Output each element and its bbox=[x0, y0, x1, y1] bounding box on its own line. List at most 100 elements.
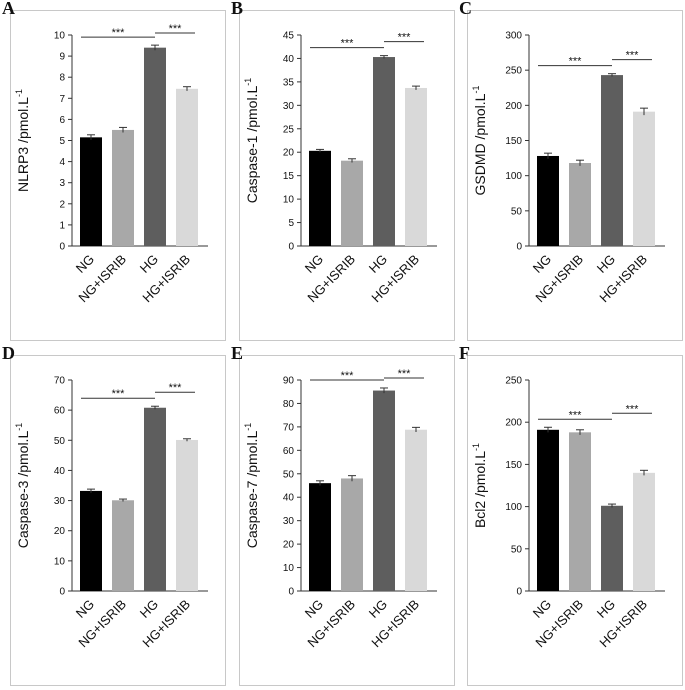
bar-hg-plus-isrib bbox=[405, 87, 427, 247]
y-tick-label: 10 bbox=[54, 31, 66, 42]
bar-ng-plus-isrib bbox=[341, 478, 363, 591]
bar-ng bbox=[537, 429, 559, 591]
y-tick-label: 35 bbox=[283, 77, 295, 88]
significance-label: *** bbox=[626, 50, 640, 62]
bar-ng-plus-isrib bbox=[112, 129, 134, 246]
significance-label: *** bbox=[569, 409, 583, 421]
y-tick-label: 30 bbox=[283, 101, 295, 112]
x-tick-label: HG bbox=[594, 252, 618, 276]
y-tick-label: 200 bbox=[505, 418, 522, 429]
y-tick-label: 70 bbox=[54, 376, 66, 387]
y-axis-label-superscript: -1 bbox=[471, 443, 481, 451]
y-axis-label-text: Caspase-7 /pmol.L bbox=[244, 431, 260, 549]
y-tick-label: 0 bbox=[516, 587, 522, 598]
y-tick-label: 5 bbox=[288, 218, 294, 229]
plot-area: 0 10 20 30 40 50 60 70 80 90 Caspase-7 /pmol.L-1 NG… bbox=[243, 368, 437, 650]
y-tick-label: 40 bbox=[283, 54, 295, 65]
bar-ng bbox=[537, 155, 559, 246]
y-axis-label-superscript: -1 bbox=[471, 86, 481, 94]
y-tick-label: 70 bbox=[283, 422, 295, 433]
y-tick-label: 50 bbox=[511, 206, 523, 217]
y-axis-label-text: Caspase-3 /pmol.L bbox=[15, 431, 31, 549]
y-tick-label: 200 bbox=[505, 101, 522, 112]
y-axis-label-text: Bcl2 /pmol.L bbox=[472, 451, 488, 528]
x-tick-label: NG bbox=[302, 597, 326, 621]
panel-letter: E bbox=[231, 343, 244, 363]
bar-ng bbox=[80, 490, 102, 591]
y-tick-label: 0 bbox=[288, 242, 294, 253]
y-axis-label: GSDMD /pmol.L-1 bbox=[471, 86, 488, 196]
y-tick-label: 10 bbox=[283, 563, 295, 574]
bar-hg-plus-isrib bbox=[176, 439, 198, 591]
bar-hg bbox=[144, 407, 166, 591]
y-tick-label: 90 bbox=[283, 376, 295, 387]
y-tick-label: 20 bbox=[283, 148, 295, 159]
y-axis-label: Caspase-3 /pmol.L-1 bbox=[14, 423, 31, 549]
x-tick-label: NG bbox=[302, 252, 326, 276]
y-tick-label: 0 bbox=[516, 242, 522, 253]
x-tick-label: NG bbox=[530, 252, 554, 276]
y-tick-label: 80 bbox=[283, 399, 295, 410]
bar-hg bbox=[373, 390, 395, 591]
panel-frame bbox=[239, 355, 455, 686]
y-tick-label: 50 bbox=[54, 436, 66, 447]
y-tick-label: 30 bbox=[283, 516, 295, 527]
y-tick-label: 100 bbox=[505, 171, 522, 182]
y-tick-label: 3 bbox=[59, 178, 65, 189]
y-tick-label: 10 bbox=[283, 195, 295, 206]
bar-hg bbox=[601, 75, 623, 246]
y-tick-label: 15 bbox=[283, 171, 295, 182]
bar-ng bbox=[309, 150, 331, 246]
significance-label: *** bbox=[169, 23, 183, 35]
y-axis-label-superscript: -1 bbox=[243, 78, 253, 86]
y-tick-label: 0 bbox=[59, 587, 65, 598]
y-tick-label: 60 bbox=[283, 446, 295, 457]
bar-ng-plus-isrib bbox=[569, 163, 591, 246]
y-tick-label: 50 bbox=[511, 544, 523, 555]
y-tick-label: 2 bbox=[59, 199, 65, 210]
y-tick-label: 250 bbox=[505, 66, 522, 77]
bar-ng-plus-isrib bbox=[341, 160, 363, 246]
x-tick-label: HG bbox=[366, 597, 390, 621]
x-tick-label: HG bbox=[137, 252, 161, 276]
panel-frame bbox=[10, 10, 226, 341]
significance-label: *** bbox=[398, 32, 412, 44]
y-tick-label: 1 bbox=[59, 220, 65, 231]
y-axis-label-superscript: -1 bbox=[14, 423, 24, 431]
bar-hg-plus-isrib bbox=[176, 88, 198, 247]
bar-ng bbox=[80, 137, 102, 246]
y-tick-label: 150 bbox=[505, 460, 522, 471]
significance-label: *** bbox=[112, 388, 126, 400]
y-tick-label: 50 bbox=[283, 469, 295, 480]
y-axis-label: NLRP3 /pmol.L-1 bbox=[14, 89, 31, 192]
y-axis-label-text: Caspase-1 /pmol.L bbox=[244, 86, 260, 204]
x-tick-label: NG bbox=[530, 597, 554, 621]
y-tick-label: 60 bbox=[54, 406, 66, 417]
panel-b: B 0 5 10 15 20 25 30 35 40 45 Caspase-1 /pmol.L-1 NG… bbox=[229, 0, 457, 343]
y-axis-label: Bcl2 /pmol.L-1 bbox=[471, 443, 488, 528]
y-axis-label: Caspase-7 /pmol.L-1 bbox=[243, 423, 260, 549]
x-tick-label: HG bbox=[594, 597, 618, 621]
panel-letter: B bbox=[231, 0, 244, 18]
bar-hg-plus-isrib bbox=[633, 472, 655, 591]
panel-letter: C bbox=[459, 0, 472, 18]
bar-hg bbox=[373, 57, 395, 246]
y-tick-label: 0 bbox=[288, 587, 294, 598]
significance-label: *** bbox=[398, 368, 412, 380]
panel-a: A 0 1 2 3 4 5 6 7 8 9 10 NLRP3 /pmol.L-1 NG NG+ISRIB HG… bbox=[0, 0, 228, 343]
significance-label: *** bbox=[341, 370, 355, 382]
y-tick-label: 100 bbox=[505, 502, 522, 513]
y-tick-label: 40 bbox=[283, 493, 295, 504]
panel-letter: F bbox=[459, 343, 470, 363]
bar-ng bbox=[309, 483, 331, 591]
panel-frame bbox=[467, 355, 683, 686]
y-tick-label: 25 bbox=[283, 124, 295, 135]
y-axis-label-text: GSDMD /pmol.L bbox=[472, 93, 488, 195]
significance-label: *** bbox=[169, 382, 183, 394]
